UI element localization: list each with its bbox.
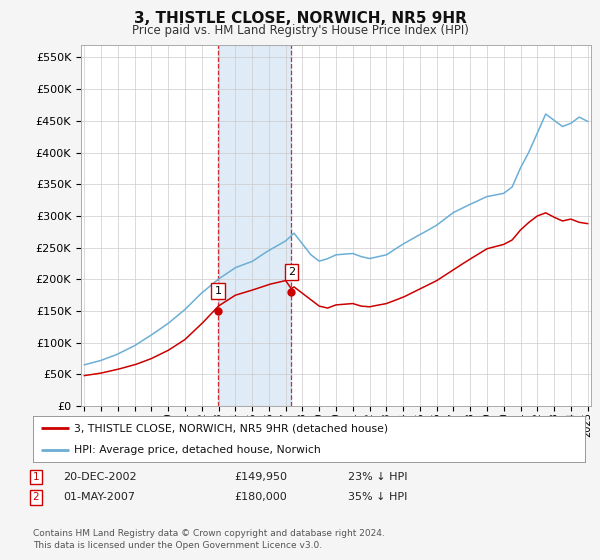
Text: 1: 1 bbox=[215, 286, 221, 296]
Text: 01-MAY-2007: 01-MAY-2007 bbox=[63, 492, 135, 502]
Text: £149,950: £149,950 bbox=[234, 472, 287, 482]
Text: 23% ↓ HPI: 23% ↓ HPI bbox=[348, 472, 407, 482]
Text: Price paid vs. HM Land Registry's House Price Index (HPI): Price paid vs. HM Land Registry's House … bbox=[131, 24, 469, 36]
Text: £180,000: £180,000 bbox=[234, 492, 287, 502]
Text: Contains HM Land Registry data © Crown copyright and database right 2024.
This d: Contains HM Land Registry data © Crown c… bbox=[33, 529, 385, 550]
Text: 3, THISTLE CLOSE, NORWICH, NR5 9HR: 3, THISTLE CLOSE, NORWICH, NR5 9HR bbox=[134, 11, 466, 26]
Text: 1: 1 bbox=[32, 472, 40, 482]
Text: HPI: Average price, detached house, Norwich: HPI: Average price, detached house, Norw… bbox=[74, 445, 321, 455]
Text: 3, THISTLE CLOSE, NORWICH, NR5 9HR (detached house): 3, THISTLE CLOSE, NORWICH, NR5 9HR (deta… bbox=[74, 423, 389, 433]
Text: 2: 2 bbox=[32, 492, 40, 502]
Text: 2: 2 bbox=[287, 267, 295, 277]
Text: 20-DEC-2002: 20-DEC-2002 bbox=[63, 472, 137, 482]
Bar bbox=[218, 45, 291, 406]
Text: 35% ↓ HPI: 35% ↓ HPI bbox=[348, 492, 407, 502]
